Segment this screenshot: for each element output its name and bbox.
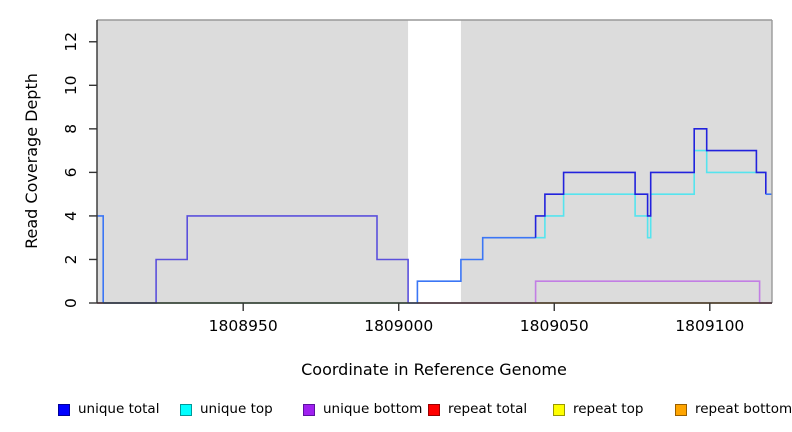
plot-background-right [460,20,772,303]
unique-total-top-overlap-mid [408,236,536,304]
y-tick-label: 2 [62,255,80,265]
unique-total-line [534,128,767,238]
x-tick-label: 1809100 [675,317,744,335]
plot-background-left [97,20,409,303]
x-tick-label: 1809000 [364,317,433,335]
unique-top-line [535,149,766,239]
y-tick-label: 10 [62,75,80,95]
y-tick-label: 12 [62,32,80,52]
y-tick-label: 0 [62,298,80,308]
unique-bottom-line [534,280,761,303]
y-axis-title: Read Coverage Depth [22,73,41,249]
x-tick-label: 1809050 [520,317,589,335]
y-tick-label: 6 [62,167,80,177]
x-tick-label: 1808950 [209,317,278,335]
x-axis-title: Coordinate in Reference Genome [301,360,567,379]
y-tick-label: 4 [62,211,80,221]
unique-total-top-overlap-spike [97,215,104,303]
y-tick-label: 8 [62,124,80,134]
unique-bottom-total-overlap-line [103,215,409,304]
